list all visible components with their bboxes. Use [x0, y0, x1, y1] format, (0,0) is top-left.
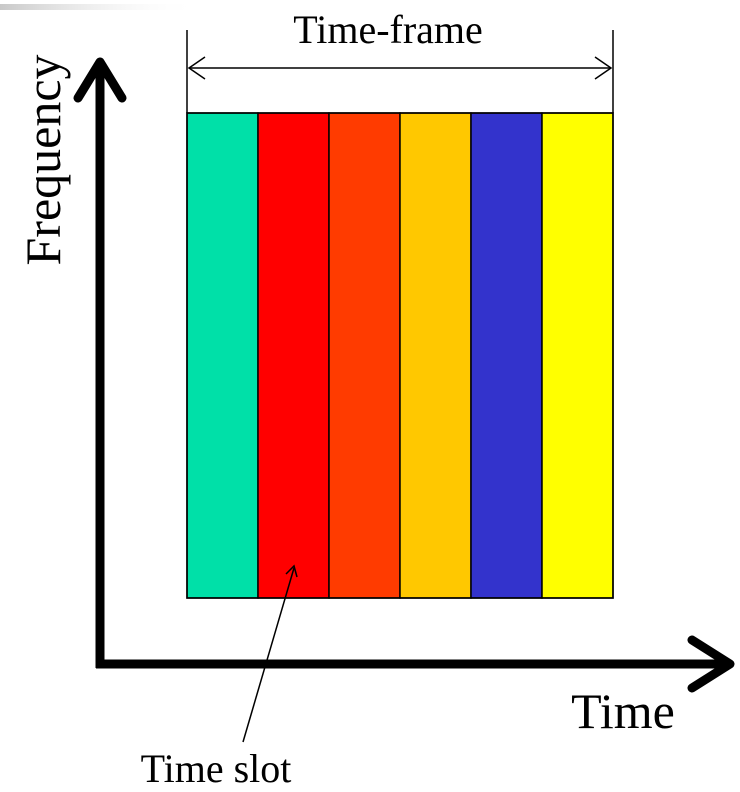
top-decor-line [0, 4, 200, 10]
time-slot-4 [399, 112, 472, 599]
frame-arrowhead-left [187, 56, 206, 80]
frame-arrowhead-right [594, 56, 613, 80]
time-axis-arrowhead [687, 635, 735, 693]
time-slot-3 [328, 112, 401, 599]
time-slot-pointer-arrowhead [285, 564, 298, 578]
time-slot-2 [257, 112, 330, 599]
time-slot-label: Time slot [141, 746, 292, 791]
frequency-axis-label: Frequency [15, 54, 71, 265]
time-axis-label: Time [571, 683, 675, 739]
frequency-axis-arrowhead [73, 57, 127, 103]
time-slot-1 [186, 112, 259, 599]
time-slot-5 [470, 112, 543, 599]
time-frame-label: Time-frame [293, 7, 483, 52]
time-slot-6 [541, 112, 614, 599]
time-slots [186, 112, 614, 599]
time-frame-border [186, 112, 614, 599]
time-slot-pointer [242, 567, 295, 743]
